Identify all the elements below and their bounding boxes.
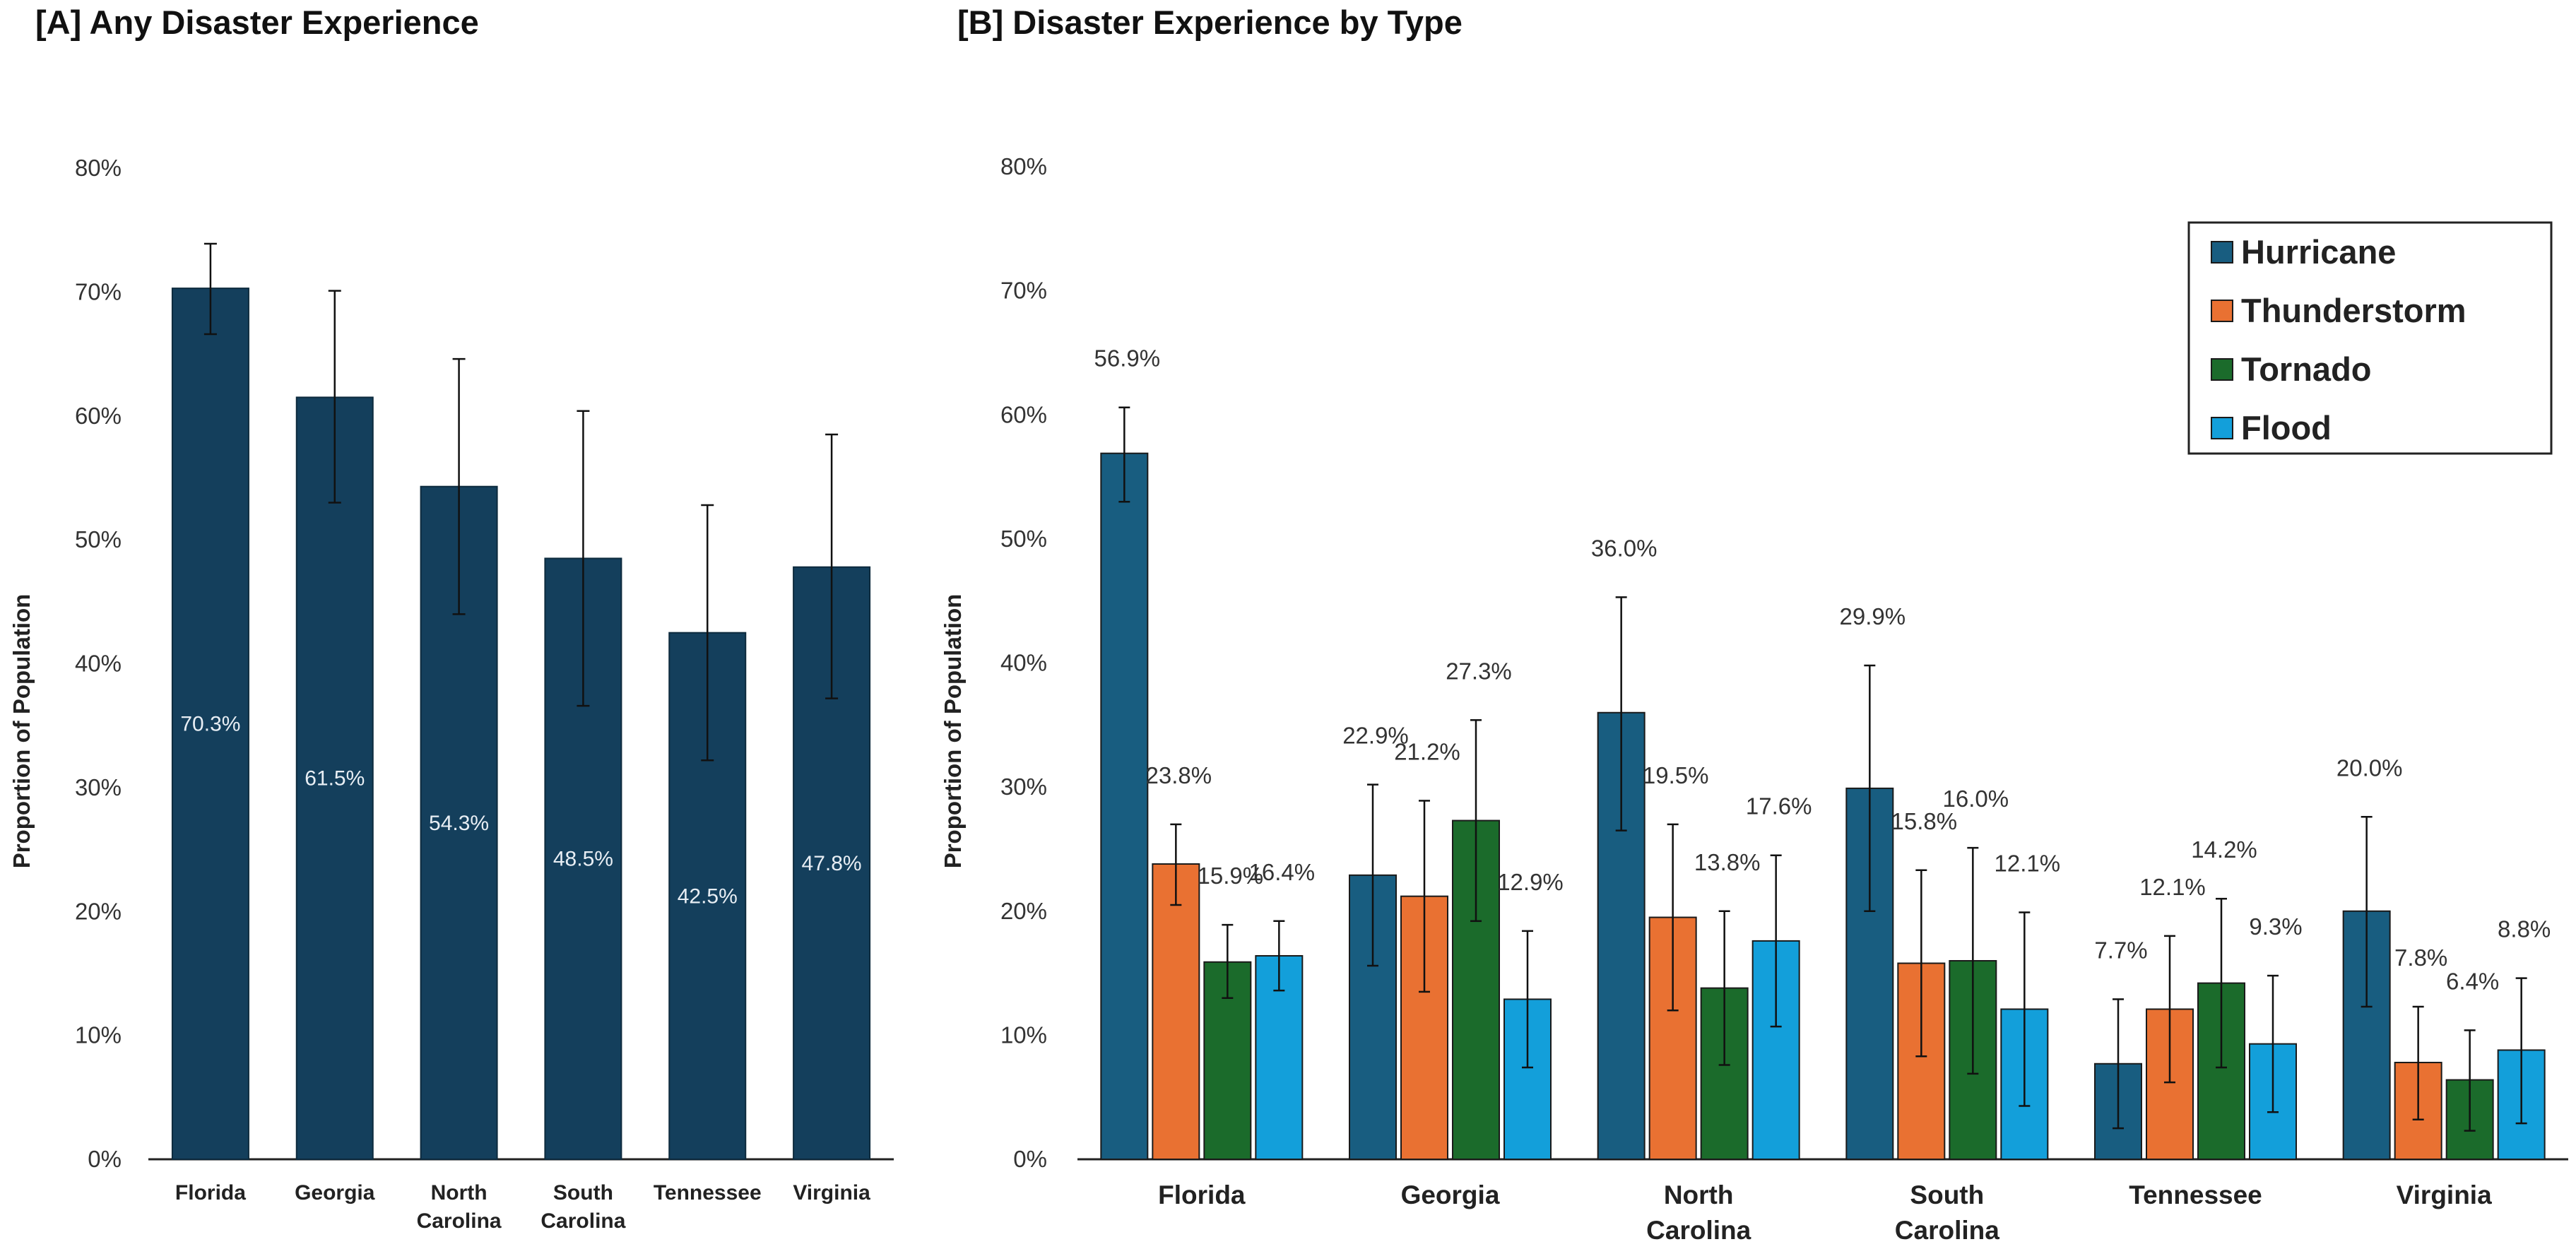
panel-a-y-tick-label: 0% <box>88 1146 122 1172</box>
panel-b-value-label: 27.3% <box>1446 658 1512 684</box>
panel-b-y-tick-label: 60% <box>1000 401 1047 427</box>
panel-b-y-axis-label: Proportion of Population <box>940 594 966 869</box>
panel-b-value-label: 16.0% <box>1943 786 2009 812</box>
panel-b-value-label: 15.9% <box>1198 863 1264 889</box>
panel-b-category-label-tennessee: Tennessee <box>2129 1180 2262 1209</box>
panel-a-category-label-tennessee: Tennessee <box>654 1181 762 1204</box>
panel-b-chart: [B] Disaster Experience by Type Proporti… <box>940 4 2568 1245</box>
panel-a-category-line: Georgia <box>295 1181 375 1204</box>
panel-a-category-label-florida: Florida <box>175 1181 246 1204</box>
panel-b-category-label-north-carolina: North Carolina <box>1646 1180 1751 1245</box>
panel-a-y-tick-label: 80% <box>75 155 122 181</box>
panel-b-y-tick-label: 20% <box>1000 898 1047 924</box>
panel-b-category-line: Georgia <box>1401 1180 1500 1209</box>
panel-b-category-label-virginia: Virginia <box>2397 1180 2492 1209</box>
panel-b-value-label: 17.6% <box>1746 793 1812 819</box>
panel-a-value-label: 54.3% <box>429 812 489 835</box>
panel-b-value-label: 14.2% <box>2191 836 2257 863</box>
panel-b-y-tick-label: 80% <box>1000 153 1047 179</box>
panel-a-value-label: 42.5% <box>678 884 738 908</box>
panel-a-chart: [A] Any Disaster Experience Proportion o… <box>8 4 894 1233</box>
panel-b-value-label: 7.7% <box>2094 937 2147 963</box>
panel-b-category-label-florida: Florida <box>1158 1180 1246 1209</box>
panel-b-value-label: 8.8% <box>2498 916 2551 942</box>
panel-b-value-label: 16.4% <box>1249 859 1316 885</box>
panel-a-category-line: Carolina <box>540 1209 625 1233</box>
legend-box <box>2187 221 2553 455</box>
panel-a-value-label: 47.8% <box>802 852 862 875</box>
panel-a-y-tick-label: 30% <box>75 774 122 800</box>
panel-a-y-tick-label: 50% <box>75 526 122 552</box>
panel-a-value-label: 70.3% <box>180 713 240 736</box>
panel-a-category-label-south-carolina: South Carolina <box>540 1181 625 1233</box>
panel-a-category-label-north-carolina: North Carolina <box>417 1181 502 1233</box>
panel-b-category-line: Virginia <box>2397 1180 2492 1209</box>
panel-a-category-line: Carolina <box>417 1209 502 1233</box>
panel-a-y-tick-label: 10% <box>75 1022 122 1048</box>
panel-a-bar-florida <box>171 288 249 1160</box>
panel-a-category-line: Tennessee <box>654 1181 762 1204</box>
panel-b-value-label: 36.0% <box>1591 535 1658 561</box>
panel-a-category-line: Florida <box>175 1181 246 1204</box>
panel-b-category-line: Tennessee <box>2129 1180 2262 1209</box>
panel-a-value-label: 61.5% <box>305 767 365 791</box>
legend-swatch-thunderstorm <box>2211 300 2233 322</box>
panel-b-value-label: 56.9% <box>1094 345 1161 372</box>
panel-b-value-label: 22.9% <box>1342 723 1409 749</box>
panel-b-value-label: 19.5% <box>1643 762 1709 788</box>
panel-b-category-label-georgia: Georgia <box>1401 1180 1500 1209</box>
panel-a-y-tick-label: 20% <box>75 898 122 924</box>
panel-b-value-label: 9.3% <box>2249 913 2302 940</box>
panel-b-bar-florida-tornado <box>1203 961 1252 1160</box>
panel-b-value-label: 20.0% <box>2336 754 2403 781</box>
panel-a-category-line: South <box>553 1181 613 1204</box>
panel-b-y-tick-label: 10% <box>1000 1022 1047 1048</box>
panel-b-y-tick-label: 40% <box>1000 650 1047 676</box>
legend-label-tornado: Tornado <box>2241 350 2372 388</box>
panel-b-y-tick-label: 30% <box>1000 774 1047 800</box>
panel-b-title: [B] Disaster Experience by Type <box>957 4 1463 41</box>
legend-label-flood: Flood <box>2241 409 2332 446</box>
panel-a-title: [A] Any Disaster Experience <box>35 4 479 41</box>
panel-b-category-line: Carolina <box>1646 1216 1751 1245</box>
panel-b-y-tick-label: 0% <box>1013 1146 1047 1172</box>
panel-b-legend: Hurricane Thunderstorm Tornado Flood <box>2187 221 2553 455</box>
panel-a-bar-georgia <box>295 396 374 1160</box>
panel-b-y-tick-label: 50% <box>1000 526 1047 552</box>
legend-swatch-flood <box>2211 417 2233 439</box>
panel-b-value-label: 12.9% <box>1497 869 1564 895</box>
panel-a-category-label-georgia: Georgia <box>295 1181 375 1204</box>
legend-swatch-tornado <box>2211 358 2233 381</box>
panel-b-value-label: 12.1% <box>1995 851 2061 877</box>
panel-b-value-label: 12.1% <box>2139 874 2206 900</box>
panel-a-category-line: North <box>431 1181 488 1204</box>
panel-a-value-label: 48.5% <box>553 848 613 871</box>
panel-a-y-axis-label: Proportion of Population <box>8 594 35 869</box>
panel-b-bar-florida-hurricane <box>1100 452 1149 1160</box>
panel-b-category-line: Carolina <box>1895 1216 1999 1245</box>
panel-b-value-label: 13.8% <box>1694 849 1761 875</box>
panel-a-category-line: Virginia <box>793 1181 870 1204</box>
panel-b-value-label: 7.8% <box>2394 945 2447 971</box>
panel-b-category-line: North <box>1664 1180 1734 1209</box>
panel-b-category-line: South <box>1910 1180 1984 1209</box>
panel-a-y-tick-label: 70% <box>75 278 122 304</box>
panel-a-category-label-virginia: Virginia <box>793 1181 870 1204</box>
legend-label-hurricane: Hurricane <box>2241 233 2396 271</box>
panel-b-value-label: 15.8% <box>1891 808 1958 834</box>
panel-b-y-tick-label: 70% <box>1000 278 1047 304</box>
legend-swatch-hurricane <box>2211 241 2233 264</box>
panel-b-category-label-south-carolina: South Carolina <box>1895 1180 1999 1245</box>
panel-a-y-tick-label: 40% <box>75 651 122 677</box>
panel-b-category-line: Florida <box>1158 1180 1246 1209</box>
panel-a-y-tick-label: 60% <box>75 403 122 429</box>
panel-b-value-label: 21.2% <box>1394 738 1460 764</box>
legend-label-thunderstorm: Thunderstorm <box>2241 292 2466 329</box>
panel-b-value-label: 23.8% <box>1146 762 1212 788</box>
panel-b-value-label: 6.4% <box>2446 968 2499 994</box>
panel-b-bar-florida-thunderstorm <box>1152 863 1200 1160</box>
panel-b-value-label: 29.9% <box>1840 603 1906 629</box>
